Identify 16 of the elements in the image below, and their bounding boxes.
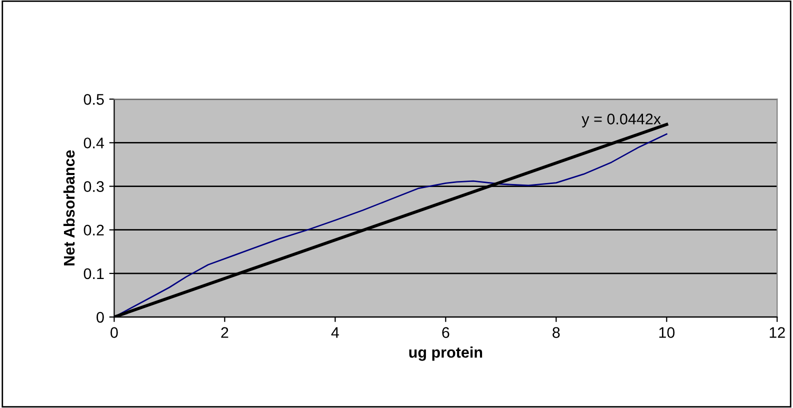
x-tick-label: 12	[770, 327, 785, 338]
x-tick-label: 2	[221, 327, 228, 338]
annotation: y = 0.0442x	[582, 114, 661, 128]
x-axis-title: ug protein	[409, 346, 482, 361]
y-tick-label: 0.4	[84, 138, 104, 148]
y-tick-label: 0.5	[84, 94, 104, 105]
y-tick-label: 0.1	[84, 268, 104, 280]
y-tick-label: 0	[96, 312, 104, 323]
x-tick-label: 4	[331, 327, 339, 338]
x-tick-label: 8	[552, 327, 560, 338]
x-tick-label: 10	[659, 327, 675, 338]
y-tick-label: 0.3	[84, 181, 104, 192]
x-tick-label: 6	[442, 327, 450, 338]
y-axis-title: Net Absorbance	[63, 150, 75, 266]
x-tick-label: 0	[110, 327, 118, 338]
y-tick-label: 0.2	[84, 224, 104, 236]
